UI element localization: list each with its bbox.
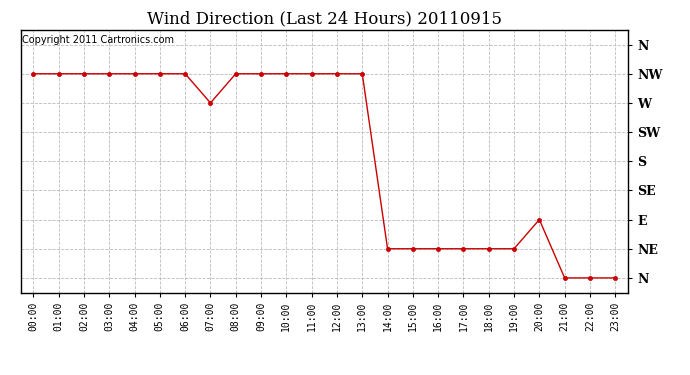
Title: Wind Direction (Last 24 Hours) 20110915: Wind Direction (Last 24 Hours) 20110915 [147,10,502,27]
Text: Copyright 2011 Cartronics.com: Copyright 2011 Cartronics.com [22,35,174,45]
